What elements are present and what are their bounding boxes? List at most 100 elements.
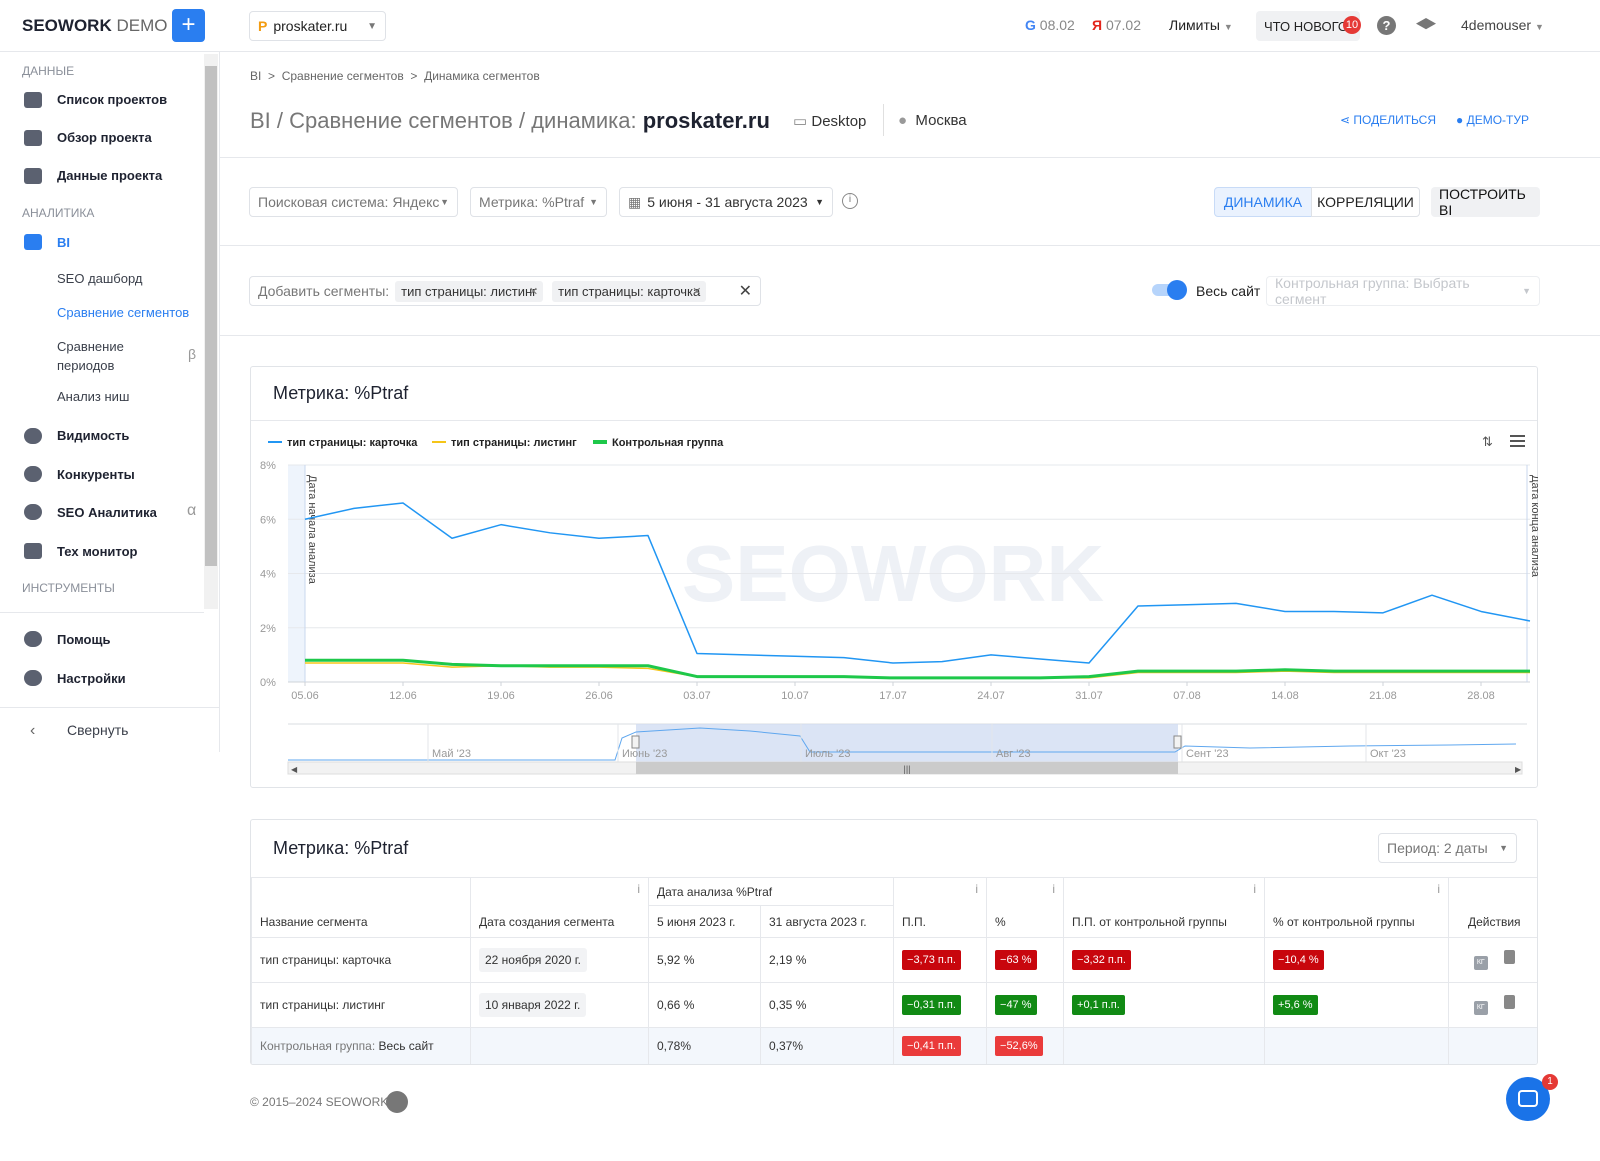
tab-dynamics[interactable]: ДИНАМИКА [1214, 187, 1312, 217]
x-tick-label: 17.07 [879, 690, 907, 702]
limits-text: Лимиты [1169, 17, 1220, 33]
cell: 0,35 % [769, 998, 807, 1012]
nav-item[interactable]: Тех монитор [57, 544, 138, 559]
edu-icon[interactable] [1416, 18, 1436, 30]
google-date-text: 08.02 [1039, 17, 1075, 33]
nav-subitem[interactable]: Сравнение сегментов [57, 305, 190, 320]
youtube-icon[interactable] [386, 1091, 408, 1113]
engine-select[interactable]: Поисковая система: Яндекс ▼ [249, 187, 458, 217]
nav-item[interactable]: Видимость [57, 428, 130, 443]
segment-chip[interactable]: тип страницы: карточка [552, 280, 707, 302]
info[interactable]: i [1253, 882, 1257, 896]
nav-item[interactable]: Настройки [57, 671, 126, 686]
nav-subitem[interactable]: Анализ ниш [57, 389, 130, 404]
nav-subitem[interactable]: Сравнение периодов [57, 339, 124, 373]
limits[interactable]: Лимиты ▼ [1169, 17, 1233, 33]
whats-new[interactable]: ЧТО НОВОГО [1256, 11, 1360, 41]
badge: −63 % [995, 950, 1037, 970]
collapse[interactable]: Свернуть [67, 722, 129, 738]
x-tick-label: 19.06 [487, 690, 515, 702]
crumb[interactable]: Сравнение сегментов [281, 69, 404, 83]
delete-action[interactable] [1503, 950, 1515, 964]
x-tick-label: 31.07 [1075, 690, 1103, 702]
badge: −52,6% [995, 1036, 1043, 1057]
info-icon[interactable]: i [842, 193, 858, 209]
scroll-right: ▶ [1515, 765, 1522, 774]
badge: −0,31 п.п. [902, 995, 961, 1015]
demo-tour[interactable]: ● ДЕМО-ТУР [1456, 113, 1530, 127]
y-tick-label: 2% [260, 623, 276, 635]
x-tick-label: 26.06 [585, 690, 613, 702]
legend-label: Контрольная группа [612, 437, 724, 449]
nav-item[interactable]: Список проектов [57, 92, 168, 107]
google-date: G 08.02 [1025, 17, 1075, 33]
logo-text: SEOWORK [22, 16, 112, 35]
control-action[interactable]: КГ [1473, 1001, 1488, 1015]
table-card: Метрика: %Ptraf Период: 2 даты ▼ Название… [250, 819, 1538, 1065]
y-tick-label: 6% [260, 514, 276, 526]
region-text: Москва [915, 112, 967, 129]
x-tick-label: 12.06 [389, 690, 417, 702]
help-icon[interactable]: ? [1377, 16, 1396, 35]
delete-action[interactable] [1503, 995, 1515, 1009]
nav-item[interactable]: BI [57, 235, 70, 250]
nav-item[interactable]: SEO Аналитика [57, 505, 157, 520]
navigator-label: Май '23 [432, 748, 471, 760]
breadcrumbs: BI > Сравнение сегментов > Динамика сегм… [250, 69, 540, 83]
col-pp: П.П. [902, 915, 926, 929]
user-menu[interactable]: 4demouser ▼ [1461, 17, 1544, 33]
info[interactable]: i [1052, 882, 1056, 896]
yandex-date: Я 07.02 [1092, 17, 1141, 33]
menu-icon [1510, 445, 1525, 447]
y-tick-label: 4% [260, 569, 276, 581]
device-text: Desktop [811, 113, 867, 130]
navigator-label: Авг '23 [996, 748, 1031, 760]
page-title: BI / Сравнение сегментов / динамика: pro… [250, 108, 770, 134]
badge: −3,73 п.п. [902, 950, 961, 970]
share[interactable]: ⋖ ПОДЕЛИТЬСЯ [1340, 113, 1436, 127]
nav-item[interactable]: Помощь [57, 632, 111, 647]
title-project: proskater.ru [642, 108, 770, 133]
info[interactable]: i [975, 882, 979, 896]
toggle[interactable] [1152, 280, 1187, 300]
info[interactable]: i [637, 882, 640, 896]
crumb[interactable]: BI [250, 69, 262, 83]
th: i % от контрольной группы [1264, 877, 1449, 938]
col-analysis: Дата анализа %Ptraf [657, 884, 773, 899]
tab-correlations[interactable]: КОРРЕЛЯЦИИ [1311, 187, 1420, 217]
nav-subitem[interactable]: SEO дашборд [57, 271, 143, 286]
annotation: Дата конца анализа [1529, 475, 1538, 578]
period-count-select[interactable]: Период: 2 даты ▼ [1378, 833, 1517, 863]
info[interactable]: i [1437, 882, 1441, 896]
build-button[interactable]: ПОСТРОИТЬ BI [1431, 186, 1540, 218]
period-select[interactable]: ▦ 5 июня - 31 августа 2023 ▼ [619, 187, 833, 217]
scroll-left: ◀ [291, 765, 298, 774]
metric-select[interactable]: Метрика: %Ptraf ▼ [470, 187, 607, 217]
series-line [305, 658, 1530, 680]
legend-label: тип страницы: карточка [287, 437, 418, 449]
chat-badge: 1 [1542, 1074, 1558, 1090]
cell: 10 января 2022 г. [479, 993, 587, 1017]
copyright: © 2015–2024 SEOWORK [250, 1095, 389, 1109]
segments-input[interactable]: Добавить сегменты: тип страницы: листинг ✕… [249, 276, 761, 306]
x-tick-label: 03.07 [683, 690, 711, 702]
x-tick-label: 28.08 [1467, 690, 1495, 702]
region: ● Москва [898, 112, 967, 129]
logo[interactable]: SEOWORK DEMO [22, 16, 167, 36]
chart-card: Метрика: %Ptraf [250, 366, 1538, 788]
cell: 22 ноября 2020 г. [479, 948, 587, 972]
th: Дата анализа %Ptraf [647, 877, 894, 906]
segment-chip[interactable]: тип страницы: листинг [395, 280, 543, 302]
control-select[interactable]: Контрольная группа: Выбрать сегмент ▼ [1266, 275, 1540, 307]
nav-item[interactable]: Обзор проекта [57, 130, 152, 145]
badge: −3,32 п.п. [1072, 950, 1131, 970]
nav-item[interactable]: Данные проекта [57, 168, 163, 183]
nav-item[interactable]: Конкуренты [57, 467, 135, 482]
chart-card-title: Метрика: %Ptraf [273, 383, 409, 403]
y-tick-label: 8% [260, 460, 276, 472]
control-action[interactable]: КГ [1473, 956, 1488, 970]
add-button[interactable]: + [172, 9, 205, 42]
navigator-label: Июль '23 [805, 748, 850, 760]
